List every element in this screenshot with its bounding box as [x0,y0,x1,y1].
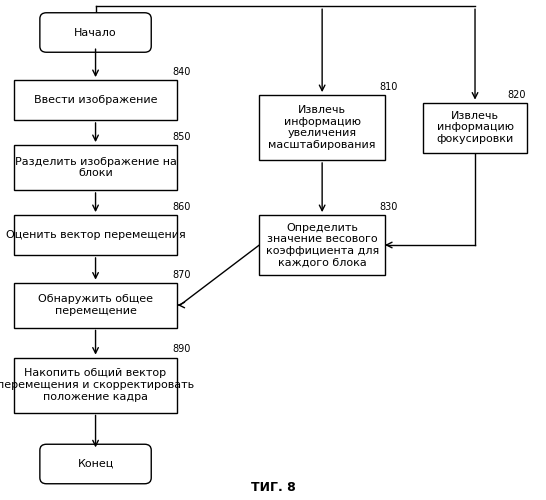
FancyBboxPatch shape [40,12,151,52]
Text: Оценить вектор перемещения: Оценить вектор перемещения [5,230,186,240]
Bar [423,102,527,152]
Text: Обнаружить общее
перемещение: Обнаружить общее перемещение [38,294,153,316]
Bar [14,282,177,328]
Text: Конец: Конец [78,459,114,469]
Text: 890: 890 [172,344,191,354]
Text: Извлечь
информацию
фокусировки: Извлечь информацию фокусировки [436,111,514,144]
Text: Определить
значение весового
коэффициента для
каждого блока: Определить значение весового коэффициент… [265,222,379,268]
Bar [14,145,177,190]
Text: ΤИГ. 8: ΤИГ. 8 [251,481,295,494]
Text: Начало: Начало [74,28,117,38]
Bar [14,215,177,255]
Text: 820: 820 [508,90,526,100]
Bar [14,80,177,120]
Text: 810: 810 [379,82,398,92]
FancyBboxPatch shape [40,444,151,484]
Text: 830: 830 [379,202,398,212]
Bar [259,215,385,275]
Text: Разделить изображение на
блоки: Разделить изображение на блоки [15,156,176,178]
Text: Накопить общий вектор
перемещения и скорректировать
положение кадра: Накопить общий вектор перемещения и скор… [0,368,194,402]
Text: 850: 850 [172,132,191,142]
Text: Извлечь
информацию
увеличения
масштабирования: Извлечь информацию увеличения масштабиро… [269,105,376,150]
Text: 870: 870 [172,270,191,280]
Text: 860: 860 [172,202,191,212]
Text: 840: 840 [172,67,191,77]
Bar [14,358,177,412]
Bar [259,95,385,160]
Text: Ввести изображение: Ввести изображение [34,95,157,105]
